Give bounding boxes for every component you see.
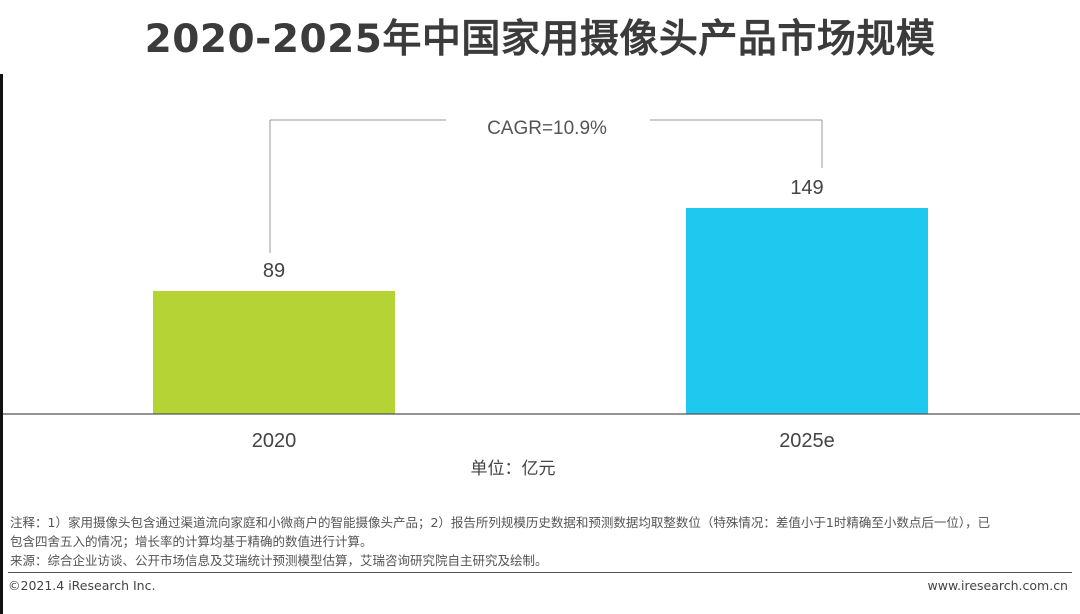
data-label-2020: 89 (263, 260, 285, 282)
note-line-1: 注释：1）家用摄像头包含通过渠道流向家庭和小微商户的智能摄像头产品；2）报告所列… (10, 515, 991, 530)
data-label-2025e: 149 (790, 177, 823, 199)
source-line: 来源：综合企业访谈、公开市场信息及艾瑞统计预测模型估算，艾瑞咨询研究院自主研究及… (10, 553, 548, 568)
website-link[interactable]: www.iresearch.com.cn (927, 578, 1069, 593)
x-tick-2025e: 2025e (779, 430, 835, 452)
cagr-bracket (269, 119, 823, 253)
bar-chart: CAGR=10.9% 89 149 2020 2025e 单位：亿元 (3, 118, 1080, 479)
bar-2020 (153, 290, 395, 414)
bars-group: 89 149 (153, 177, 928, 414)
page-title: 2020-2025年中国家用摄像头产品市场规模 (144, 17, 936, 62)
x-tick-labels: 2020 2025e (252, 430, 835, 452)
title-band (0, 0, 1080, 74)
copyright-text: ©2021.4 iResearch Inc. (8, 578, 156, 593)
bar-2025e (686, 208, 928, 414)
x-tick-2020: 2020 (252, 430, 297, 452)
note-line-2: 包含四舍五入的情况；增长率的计算均基于精确的数值进行计算。 (10, 534, 373, 549)
left-border (0, 74, 3, 614)
cagr-label: CAGR=10.9% (487, 118, 607, 139)
unit-label: 单位：亿元 (471, 459, 556, 479)
footer-divider (8, 572, 1072, 573)
